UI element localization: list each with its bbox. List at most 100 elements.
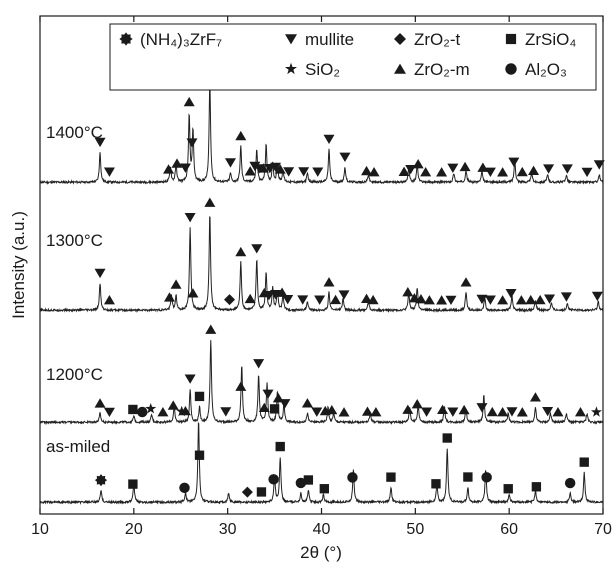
x-axis-label: 2θ (°): [300, 543, 342, 562]
mullite-marker: [314, 295, 326, 305]
zro2-m-marker: [163, 164, 175, 174]
zro2-m-marker: [235, 246, 247, 257]
mullite-marker: [484, 167, 496, 177]
legend: (NH₄)₃ZrF₇ mullite ZrO₂-t ZrSiO₄ SiO₂ ZrO₂-m A…: [109, 23, 597, 91]
zro2-m-marker: [437, 404, 449, 415]
sample-label: 1300°C: [46, 231, 103, 250]
mullite-marker: [560, 292, 572, 302]
legend-zrsio4-marker: [505, 33, 517, 45]
zro2-m-marker: [274, 164, 286, 174]
zro2-m-marker: [408, 292, 420, 303]
mullite-marker: [476, 294, 488, 305]
mullite-marker: [544, 294, 556, 304]
mullite-marker: [447, 163, 459, 174]
x-tick-label: 60: [500, 521, 518, 538]
zrsio4-marker: [128, 404, 138, 415]
zrsio4-marker: [194, 391, 205, 402]
zrsio4-marker: [269, 404, 280, 414]
sio2-marker: [176, 405, 188, 417]
al2o3-marker: [481, 472, 492, 483]
zro2-m-marker: [163, 292, 175, 302]
al2o3-marker: [295, 477, 307, 489]
zro2-m-marker: [167, 400, 179, 410]
mullite-marker: [184, 374, 196, 384]
sample-label: 1200°C: [46, 365, 103, 384]
zro2-m-marker: [368, 167, 380, 177]
mullite-marker: [311, 407, 323, 417]
zro2-m-marker: [257, 163, 269, 173]
zro2-m-marker: [411, 398, 423, 409]
mullite-marker: [179, 163, 191, 173]
zro2-m-marker: [460, 277, 472, 287]
zro2-m-marker: [361, 165, 373, 176]
mullite-marker: [561, 164, 573, 174]
zro2-m-marker: [171, 158, 183, 168]
zro2-m-marker: [497, 406, 509, 417]
mullite-marker: [484, 295, 496, 305]
zro2-m-marker: [235, 130, 247, 141]
zro2-m-marker: [204, 197, 216, 207]
mullite-marker: [297, 295, 309, 305]
zro2-m-marker: [323, 277, 335, 287]
zro2-m-marker: [338, 407, 350, 417]
zro2-m-marker: [420, 167, 432, 177]
zrsio4-marker: [128, 479, 138, 489]
mullite-marker: [186, 138, 198, 148]
zrsio4-marker: [256, 487, 267, 497]
zro2-t-marker: [224, 294, 236, 306]
zro2-m-marker: [528, 165, 540, 175]
mullite-marker: [251, 244, 263, 254]
mullite-marker: [263, 291, 275, 301]
mullite-marker: [445, 295, 457, 306]
zrsio4-marker: [303, 475, 314, 485]
mullite-marker: [421, 407, 433, 417]
mullite-marker: [253, 359, 265, 369]
trace-1: [39, 216, 604, 313]
zro2-m-marker: [258, 402, 270, 413]
mullite-marker: [505, 289, 517, 299]
legend-label: SiO₂: [305, 60, 340, 79]
zrsio4-marker: [275, 441, 285, 452]
mullite-marker: [279, 399, 291, 409]
mullite-marker: [249, 161, 261, 172]
mullite-marker: [542, 406, 554, 417]
sample-labels: 1400°C 1300°C 1200°C as-miled: [46, 123, 110, 456]
zro2-m-marker: [552, 407, 564, 417]
mullite-marker: [447, 407, 459, 417]
mullite-marker: [593, 160, 605, 170]
al2o3-marker: [137, 406, 148, 418]
mullite-marker: [591, 291, 603, 302]
mullite-marker: [543, 164, 555, 174]
mullite-marker: [312, 167, 324, 177]
zro2-m-marker: [458, 404, 470, 415]
al2o3-marker: [268, 474, 279, 485]
x-tick-label: 50: [406, 521, 424, 538]
zro2-m-marker: [402, 404, 414, 414]
mullite-marker: [283, 167, 295, 177]
sample-label: 1400°C: [46, 123, 103, 142]
zrsio4-marker: [442, 433, 452, 443]
zro2-m-marker: [534, 294, 546, 305]
x-tick-label: 70: [594, 521, 612, 538]
zrsio4-marker: [531, 482, 542, 492]
mullite-marker: [282, 294, 294, 305]
legend-label: ZrO₂-m: [414, 60, 470, 79]
zro2-m-marker: [187, 288, 199, 298]
mullite-marker: [508, 157, 520, 168]
zro2-m-marker: [330, 294, 342, 305]
sample-label: as-miled: [46, 437, 110, 456]
mullite-marker: [184, 213, 196, 223]
trace-2: [39, 340, 604, 425]
mullite-marker: [270, 162, 282, 173]
zro2-m-marker: [367, 294, 379, 305]
zro2-m-marker: [486, 406, 498, 417]
zro2-m-marker: [529, 392, 541, 402]
x-tick-label: 30: [219, 521, 237, 538]
mullite-marker: [323, 134, 335, 145]
zro2-m-marker: [170, 279, 182, 289]
mullite-marker: [476, 403, 488, 413]
zro2-m-marker: [326, 404, 338, 415]
zro2-m-marker: [415, 294, 427, 304]
mullite-marker: [103, 407, 115, 418]
zrsio4-marker: [431, 479, 441, 489]
